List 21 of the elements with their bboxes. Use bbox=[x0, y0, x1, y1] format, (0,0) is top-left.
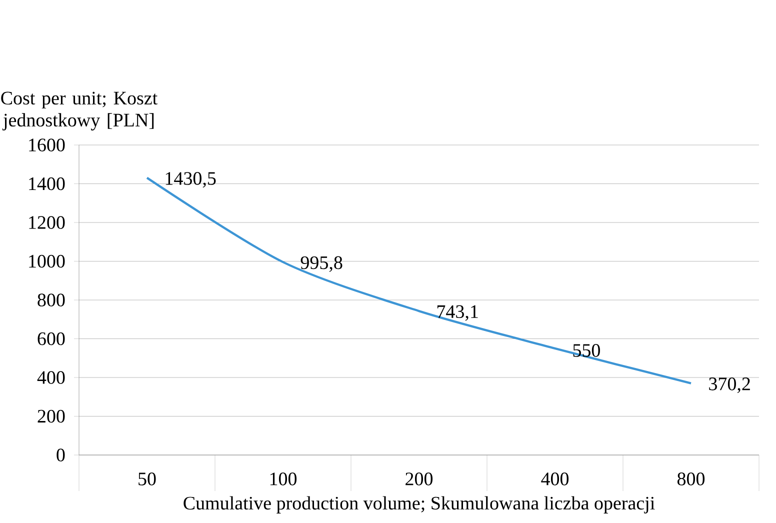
y-tick-label: 400 bbox=[37, 371, 65, 384]
y-tick-label: 600 bbox=[38, 332, 65, 346]
data-label: 370,2 bbox=[709, 377, 750, 394]
y-tick-label: 0 bbox=[56, 448, 65, 462]
x-tick-label: 800 bbox=[677, 472, 705, 486]
data-label: 995,8 bbox=[300, 256, 342, 272]
y-tick-label: 1600 bbox=[29, 138, 65, 152]
y-tick-label: 800 bbox=[38, 294, 65, 306]
x-axis-title: Cumulative production volume; Skumulowana liczba operacji bbox=[184, 496, 655, 514]
x-tick-label: 50 bbox=[138, 472, 156, 486]
y-tick-label: 1000 bbox=[29, 254, 65, 268]
y-axis-title: Cost per unit; Koszt jednostkowy [PLN] bbox=[1, 92, 158, 130]
x-tick-label: 200 bbox=[406, 472, 433, 486]
y-tick-label: 1200 bbox=[29, 216, 65, 229]
y-tick-label: 1400 bbox=[29, 177, 65, 190]
x-tick-label: 100 bbox=[270, 472, 297, 486]
data-label: 1430,5 bbox=[166, 172, 216, 188]
data-label: 743,1 bbox=[437, 305, 478, 321]
y-tick-label: 200 bbox=[38, 410, 65, 423]
data-label: 550 bbox=[573, 344, 600, 357]
x-tick-label: 400 bbox=[541, 472, 569, 486]
